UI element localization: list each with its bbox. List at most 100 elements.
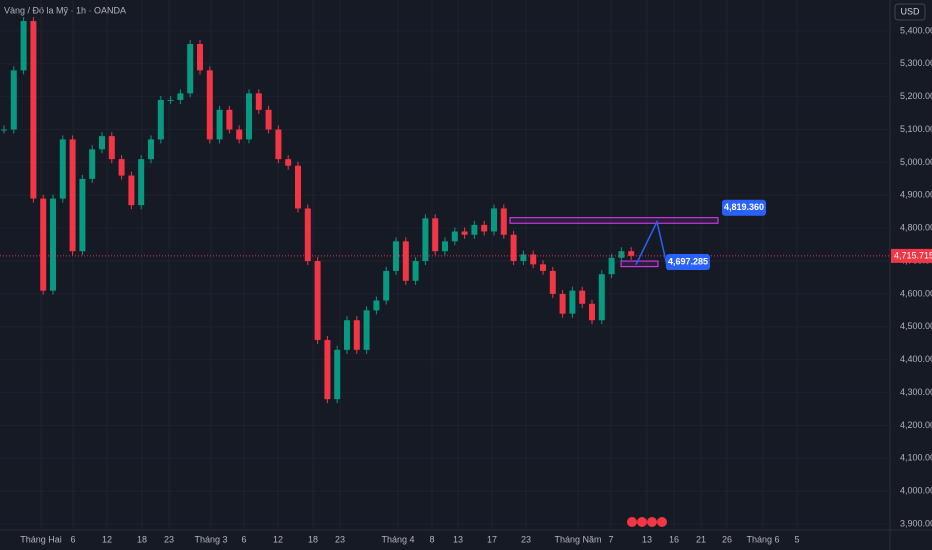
- x-tick-label: 23: [164, 534, 174, 544]
- target-label: 4,819.360: [724, 202, 764, 212]
- candle: [40, 198, 47, 291]
- y-tick-label: 4,800.000: [900, 223, 932, 233]
- candle: [471, 224, 478, 235]
- y-tick-label: 4,000.000: [900, 486, 932, 496]
- candle: [197, 44, 203, 71]
- candle: [50, 198, 56, 291]
- x-tick-label: Tháng 6: [746, 534, 779, 544]
- candle: [598, 274, 605, 321]
- candle: [579, 290, 586, 304]
- x-tick-label: 6: [241, 534, 246, 544]
- candle: [589, 303, 595, 321]
- candle: [432, 218, 439, 252]
- candle: [255, 93, 262, 110]
- candle: [236, 129, 243, 140]
- candle: [20, 21, 27, 71]
- candle: [422, 218, 429, 262]
- x-tick-label: 18: [308, 534, 318, 544]
- candle: [304, 208, 311, 262]
- y-tick-label: 4,400.000: [900, 354, 932, 364]
- candle: [1, 129, 7, 131]
- candle: [530, 254, 537, 265]
- x-tick-label: 5: [794, 534, 799, 544]
- event-icon[interactable]: [657, 517, 667, 527]
- candle: [265, 109, 272, 130]
- candle: [10, 70, 17, 130]
- y-tick-label: 4,900.000: [900, 190, 932, 200]
- x-tick-label: Tháng Năm: [554, 534, 601, 544]
- candle: [628, 251, 635, 256]
- candle: [608, 257, 615, 275]
- candle: [275, 129, 282, 160]
- x-tick-label: 17: [487, 534, 497, 544]
- zone: [509, 217, 719, 224]
- y-tick-label: 3,900.000: [900, 518, 932, 528]
- candle: [30, 21, 37, 199]
- candle: [451, 231, 458, 242]
- event-icon[interactable]: [637, 517, 647, 527]
- last-price-label: 4,715.715: [894, 250, 932, 260]
- x-tick-label: Tháng 4: [381, 534, 414, 544]
- candle: [157, 99, 164, 140]
- candle: [324, 339, 331, 400]
- candle: [618, 251, 625, 258]
- x-tick-label: 23: [521, 534, 531, 544]
- candle: [69, 139, 76, 252]
- candle: [520, 254, 527, 262]
- candle: [334, 349, 341, 400]
- target-box: [722, 199, 766, 216]
- currency[interactable]: USD: [900, 6, 920, 16]
- candle: [59, 139, 66, 199]
- y-tick-label: 5,000.000: [900, 157, 932, 167]
- candle: [500, 208, 507, 235]
- chart-title: Vàng / Đô la Mỹ · 1h · OANDA: [4, 5, 126, 15]
- candle: [442, 241, 448, 252]
- y-tick-label: 5,200.000: [900, 91, 932, 101]
- y-tick-label: 4,200.000: [900, 420, 932, 430]
- candle: [510, 234, 517, 262]
- projection-arrow: [635, 219, 669, 271]
- candle: [559, 293, 566, 314]
- candle: [128, 175, 135, 206]
- candle: [412, 261, 419, 281]
- y-tick-label: 4,500.000: [900, 321, 932, 331]
- candle: [363, 310, 370, 350]
- x-tick-label: Tháng 3: [194, 534, 227, 544]
- events: [627, 517, 667, 527]
- x-tick-label: 6: [70, 534, 75, 544]
- candle: [344, 320, 350, 350]
- candle: [89, 149, 96, 179]
- candle: [295, 165, 301, 209]
- candle: [206, 70, 213, 140]
- candle: [226, 109, 233, 130]
- event-icon[interactable]: [627, 517, 637, 527]
- y-tick-label: 5,400.000: [900, 25, 932, 35]
- x-tick-label: Tháng Hai: [20, 534, 62, 544]
- candle: [373, 300, 380, 311]
- candle: [177, 93, 184, 100]
- candle: [491, 208, 497, 232]
- y-tick-label: 4,100.000: [900, 453, 932, 463]
- candle: [314, 261, 321, 340]
- event-icon[interactable]: [647, 517, 657, 527]
- candle: [481, 224, 488, 232]
- candle: [167, 99, 174, 101]
- x-tick-label: 21: [696, 534, 706, 544]
- x-tick-label: 7: [608, 534, 613, 544]
- candle: [99, 136, 105, 150]
- y-tick-label: 5,300.000: [900, 58, 932, 68]
- x-tick-label: 23: [335, 534, 345, 544]
- last-price-box: [891, 248, 932, 263]
- x-tick-label: 8: [429, 534, 434, 544]
- x-tick-label: 12: [273, 534, 283, 544]
- candle: [540, 264, 546, 271]
- candle: [118, 159, 125, 176]
- x-tick-label: 18: [137, 534, 147, 544]
- candle: [353, 320, 360, 350]
- candle: [138, 159, 145, 206]
- candle: [246, 93, 252, 140]
- y-tick-label: 4,600.000: [900, 288, 932, 298]
